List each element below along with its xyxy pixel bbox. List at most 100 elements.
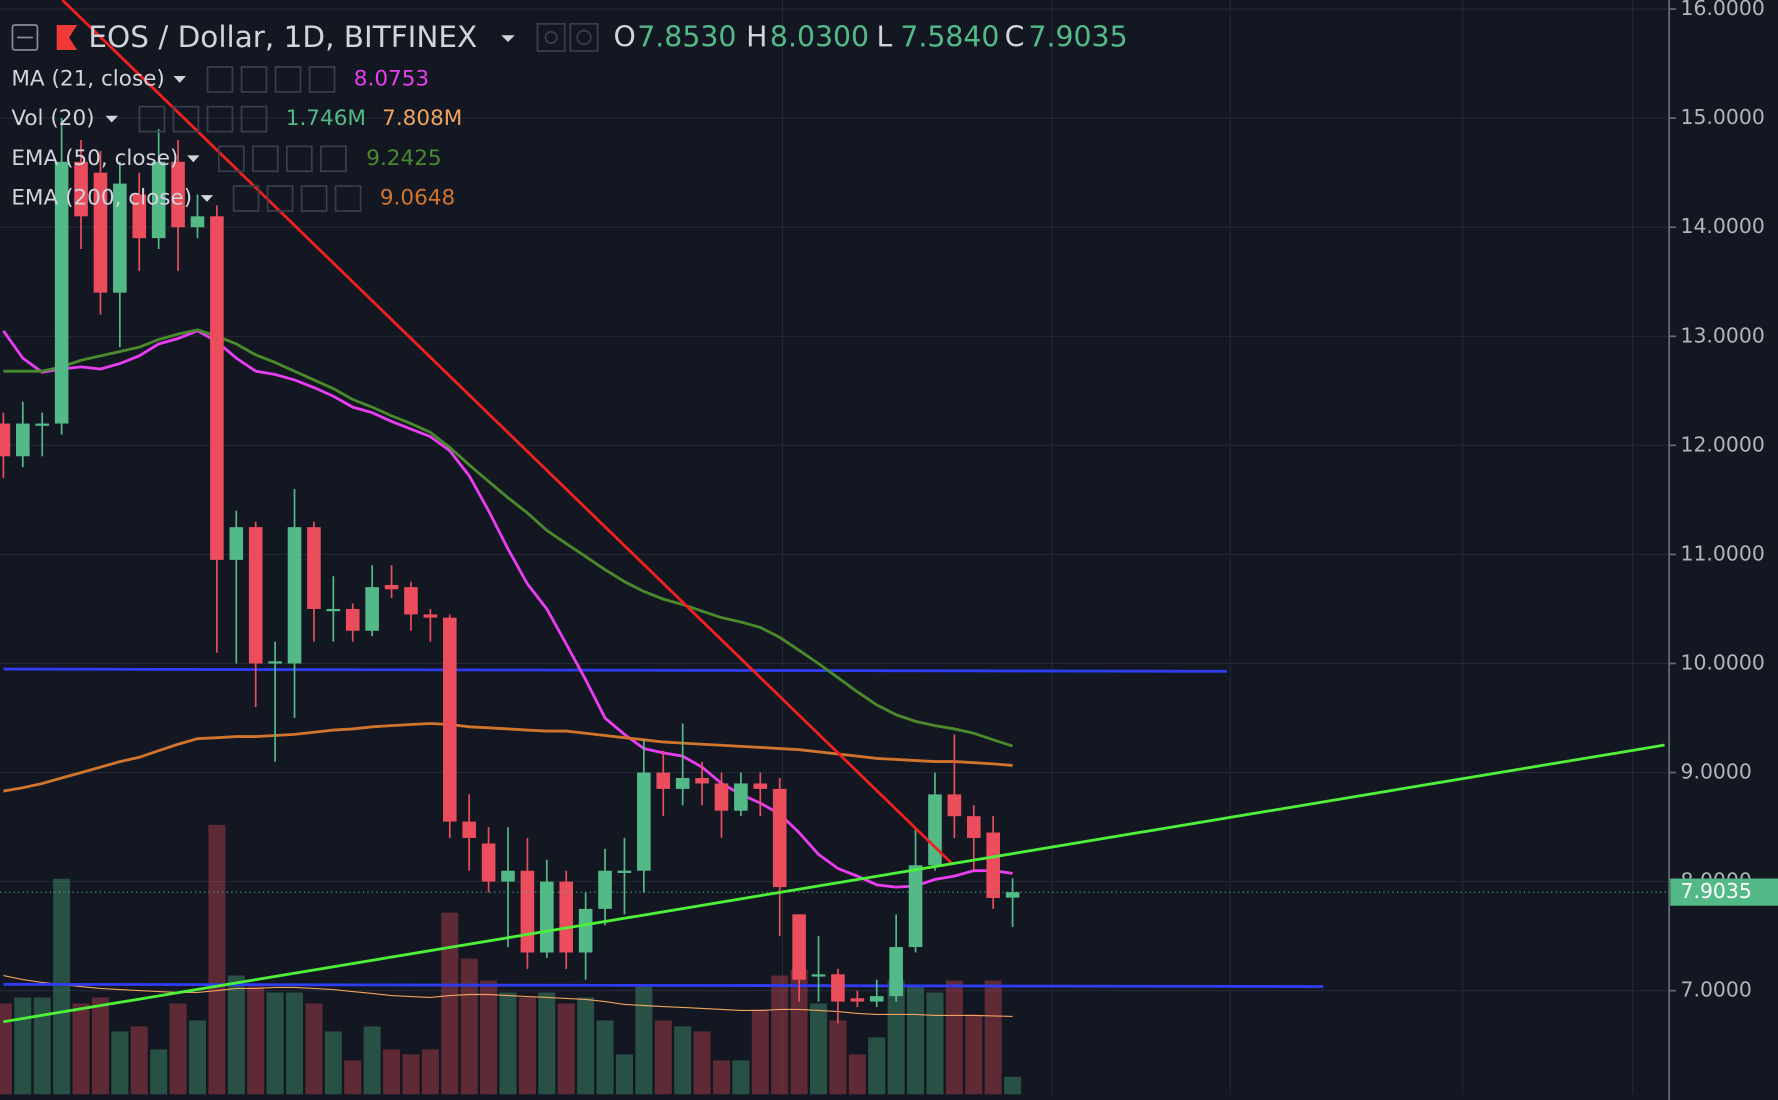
y-tick-label: 15.0000 xyxy=(1680,105,1764,129)
candle-body xyxy=(869,996,884,1002)
y-tick-label: 12.0000 xyxy=(1680,432,1764,456)
indicator-line xyxy=(3,722,1013,793)
indicator-name: EMA (200, close) xyxy=(11,185,192,210)
candle-body xyxy=(423,614,438,618)
dropdown-arrow[interactable] xyxy=(105,115,118,123)
legend: EOS / Dollar, 1D, BITFINEX O 7.8530 H 8.030… xyxy=(11,20,1128,212)
volume-bar xyxy=(324,1031,342,1095)
volume-bar xyxy=(421,1049,439,1095)
candles xyxy=(0,118,1670,1024)
remove-button[interactable] xyxy=(334,185,362,212)
remove-button[interactable] xyxy=(240,105,268,133)
candle-body xyxy=(16,423,30,457)
volume-bar xyxy=(169,1003,187,1095)
candle-body xyxy=(714,783,729,811)
candle-body xyxy=(966,816,981,838)
candle-body xyxy=(74,161,88,217)
volume-bar xyxy=(712,1060,730,1095)
candle-body xyxy=(481,843,496,882)
volume-bar xyxy=(91,997,109,1095)
trend-line[interactable] xyxy=(61,0,954,866)
volume-bar xyxy=(907,986,925,1095)
visibility-button[interactable] xyxy=(536,23,566,52)
candle-body xyxy=(1005,892,1020,898)
volume-bar xyxy=(596,1020,614,1095)
dropdown-arrow[interactable] xyxy=(501,35,515,42)
visibility-button[interactable] xyxy=(138,105,166,133)
volume-bar xyxy=(577,997,595,1095)
candle-body xyxy=(986,832,1000,898)
volume-bar xyxy=(383,1049,401,1095)
settings-button[interactable] xyxy=(266,185,294,212)
volume-bar xyxy=(1004,1076,1022,1095)
candle-body xyxy=(850,998,865,1002)
remove-button[interactable] xyxy=(308,66,336,93)
volume-bar xyxy=(0,1003,12,1095)
remove-button[interactable] xyxy=(320,145,347,173)
indicator-line xyxy=(3,328,1014,748)
candle-body xyxy=(772,788,787,888)
volume-bar xyxy=(538,992,556,1095)
candle-body xyxy=(210,216,224,560)
volume-bar xyxy=(984,980,1002,1095)
ohlc-key: H xyxy=(746,21,767,54)
volume-bar xyxy=(790,969,808,1095)
candle-body xyxy=(151,161,166,239)
volume-bar xyxy=(635,986,653,1095)
indicator-value: 1.746M xyxy=(286,106,366,131)
candle-body xyxy=(404,587,418,615)
dropdown-arrow[interactable] xyxy=(173,76,186,83)
eye-icon xyxy=(544,30,558,44)
visibility-button[interactable] xyxy=(232,185,260,212)
ohlc-value: 7.5840 xyxy=(900,21,999,54)
settings-button[interactable] xyxy=(252,145,279,173)
volume-bar xyxy=(810,1003,828,1095)
indicator-name: MA (21, close) xyxy=(11,66,165,91)
gear-icon xyxy=(576,29,592,46)
volume-bar xyxy=(480,980,498,1095)
settings-button[interactable] xyxy=(569,23,599,52)
volume-bar xyxy=(751,1009,769,1095)
indicator-lines xyxy=(2,328,1014,889)
settings-button[interactable] xyxy=(240,66,268,93)
visibility-button[interactable] xyxy=(217,145,245,173)
y-tick-label: 10.0000 xyxy=(1680,650,1764,674)
candle-body xyxy=(132,194,147,239)
collapse-button[interactable] xyxy=(11,24,39,51)
candle-body xyxy=(190,216,205,228)
axis-background xyxy=(1669,0,1778,1100)
volume-bar xyxy=(848,1054,866,1095)
volume-bar xyxy=(150,1049,168,1095)
visibility-button[interactable] xyxy=(206,66,234,93)
add-button[interactable] xyxy=(274,66,302,93)
indicator-value: 7.808M xyxy=(382,106,462,131)
volume-bar xyxy=(130,1026,148,1095)
y-tick-label: 14.0000 xyxy=(1680,214,1764,238)
volume-bar xyxy=(247,986,265,1095)
dropdown-arrow[interactable] xyxy=(187,155,200,163)
candle-body xyxy=(617,870,632,873)
volume-bar xyxy=(499,992,517,1095)
indicator-line xyxy=(2,329,1013,889)
candle-body xyxy=(248,527,263,664)
dropdown-arrow[interactable] xyxy=(200,195,214,202)
ohlc-value: 7.8530 xyxy=(637,21,736,54)
ohlc-key: L xyxy=(877,21,893,54)
add-button[interactable] xyxy=(286,145,313,173)
add-button[interactable] xyxy=(206,105,234,133)
candle-body xyxy=(287,527,302,664)
indicator-name: Vol (20) xyxy=(11,106,94,131)
volume-pane xyxy=(0,824,1022,1095)
candle-body xyxy=(598,870,612,909)
settings-button[interactable] xyxy=(172,105,200,133)
add-button[interactable] xyxy=(300,185,328,212)
candle-body xyxy=(753,783,768,789)
volume-bar xyxy=(615,1054,633,1095)
volume-bar xyxy=(460,958,478,1095)
trend-drawings xyxy=(3,0,1665,1024)
horizontal-level[interactable] xyxy=(3,667,1227,673)
trend-line[interactable] xyxy=(3,743,1665,1024)
price-axis: 7.00008.00009.000010.000011.000012.00001… xyxy=(1668,0,1778,1100)
